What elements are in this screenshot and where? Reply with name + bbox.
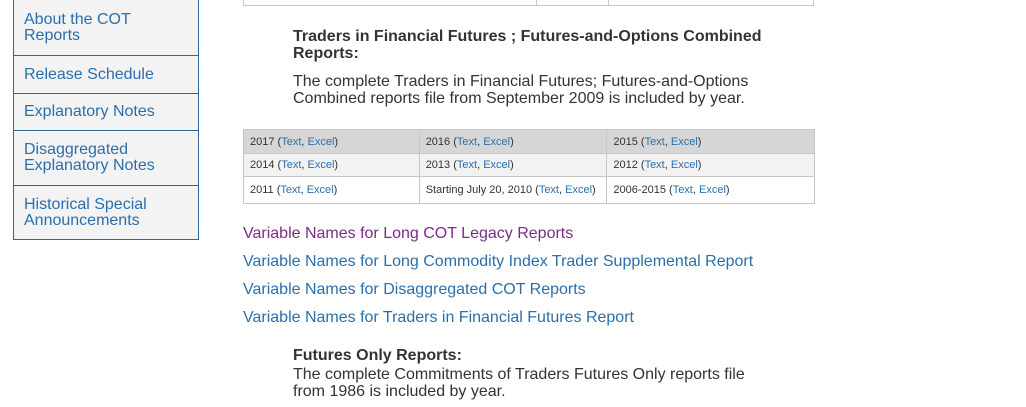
futures-only-description: The complete Commitments of Traders Futu… <box>293 366 745 400</box>
close-paren: ) <box>697 159 702 171</box>
separator: , <box>477 159 484 171</box>
text-file-link[interactable]: Text <box>281 136 302 148</box>
year-label: 2016 ( <box>425 136 457 148</box>
year-label: Starting July 20, 2010 ( <box>425 184 539 196</box>
close-paren: ) <box>510 136 514 148</box>
text-file-link[interactable]: Text <box>456 159 478 171</box>
table-divider <box>536 0 537 5</box>
excel-file-link[interactable]: Excel <box>565 184 593 196</box>
separator: , <box>300 184 307 196</box>
sidebar-nav: About the COT Reports Release Schedule E… <box>13 0 199 240</box>
table-cell: 2012 (Text, Excel) <box>606 153 815 177</box>
separator: , <box>664 159 671 171</box>
tff-section-title: Traders in Financial Futures ; Futures-a… <box>293 28 762 62</box>
sidebar-item-label: Historical Special Announcements <box>24 195 147 229</box>
sidebar-item-label: About the COT Reports <box>24 10 131 44</box>
year-label: 2011 ( <box>250 184 281 196</box>
excel-file-link[interactable]: Excel <box>483 136 511 148</box>
sidebar-item-label: Explanatory Notes <box>24 103 155 120</box>
close-paren: ) <box>334 159 339 171</box>
variable-names-disaggregated-link[interactable]: Variable Names for Disaggregated COT Rep… <box>243 281 586 298</box>
text-file-link[interactable]: Text <box>456 136 478 148</box>
variable-names-cit-supplemental-link[interactable]: Variable Names for Long Commodity Index … <box>243 253 754 270</box>
table-cell: Starting July 20, 2010 (Text, Excel) <box>418 176 608 204</box>
table-row: 2011 (Text, Excel) Starting July 20, 2010… <box>243 176 815 204</box>
text-file-link[interactable]: Text <box>644 136 665 148</box>
excel-file-link[interactable]: Excel <box>307 159 335 171</box>
separator: , <box>664 136 671 148</box>
sidebar-item-historical-special-announcements[interactable]: Historical Special Announcements <box>14 185 198 239</box>
table-row: 2017 (Text, Excel) 2016 (Text, Excel) 2015… <box>243 129 815 154</box>
excel-file-link[interactable]: Excel <box>307 136 335 148</box>
excel-file-link[interactable]: Excel <box>699 184 726 196</box>
table-cell: 2013 (Text, Excel) <box>418 153 608 177</box>
table-divider <box>608 0 609 5</box>
year-label: 2006-2015 ( <box>613 184 673 196</box>
close-paren: ) <box>592 184 596 196</box>
close-paren: ) <box>697 136 702 148</box>
excel-file-link[interactable]: Excel <box>483 159 511 171</box>
table-row: 2014 (Text, Excel) 2013 (Text, Excel) 2012… <box>243 153 815 177</box>
variable-names-tff-link[interactable]: Variable Names for Traders in Financial … <box>243 309 634 326</box>
table-cell: 2006-2015 (Text, Excel) <box>606 176 815 204</box>
table-cell: 2016 (Text, Excel) <box>418 129 608 154</box>
separator: , <box>301 159 308 171</box>
excel-file-link[interactable]: Excel <box>670 136 698 148</box>
futures-only-title: Futures Only Reports: <box>293 347 462 364</box>
close-paren: ) <box>334 136 339 148</box>
close-paren: ) <box>725 184 730 196</box>
text-file-link[interactable]: Text <box>672 184 693 196</box>
sidebar-item-release-schedule[interactable]: Release Schedule <box>14 55 198 93</box>
excel-file-link[interactable]: Excel <box>670 159 698 171</box>
year-label: 2012 ( <box>613 159 645 171</box>
table-cell: 2017 (Text, Excel) <box>243 129 420 154</box>
year-label: 2017 ( <box>250 136 282 148</box>
close-paren: ) <box>333 184 338 196</box>
separator: , <box>477 136 484 148</box>
year-label: 2013 ( <box>425 159 457 171</box>
year-label: 2015 ( <box>613 136 645 148</box>
separator: , <box>692 184 699 196</box>
tff-section-description: The complete Traders in Financial Future… <box>293 73 749 107</box>
variable-names-legacy-link[interactable]: Variable Names for Long COT Legacy Repor… <box>243 225 574 242</box>
text-file-link[interactable]: Text <box>538 184 559 196</box>
sidebar-item-explanatory-notes[interactable]: Explanatory Notes <box>14 93 198 130</box>
sidebar-item-label: Release Schedule <box>24 65 154 83</box>
close-paren: ) <box>510 159 514 171</box>
separator: , <box>559 184 566 196</box>
text-file-link[interactable]: Text <box>644 159 665 171</box>
sidebar-item-about-cot-reports[interactable]: About the COT Reports <box>14 0 198 55</box>
table-cell: 2011 (Text, Excel) <box>243 176 420 204</box>
year-files-table: 2017 (Text, Excel) 2016 (Text, Excel) 2015… <box>243 129 815 204</box>
year-label: 2014 ( <box>250 159 282 171</box>
table-cell: 2014 (Text, Excel) <box>243 153 420 177</box>
excel-file-link[interactable]: Excel <box>306 184 334 196</box>
sidebar-item-label: Disaggregated Explanatory Notes <box>24 141 155 174</box>
sidebar-item-disaggregated-explanatory-notes[interactable]: Disaggregated Explanatory Notes <box>14 130 198 185</box>
previous-table-bottom <box>243 0 814 6</box>
text-file-link[interactable]: Text <box>280 184 301 196</box>
table-cell: 2015 (Text, Excel) <box>606 129 815 154</box>
text-file-link[interactable]: Text <box>281 159 302 171</box>
separator: , <box>301 136 308 148</box>
